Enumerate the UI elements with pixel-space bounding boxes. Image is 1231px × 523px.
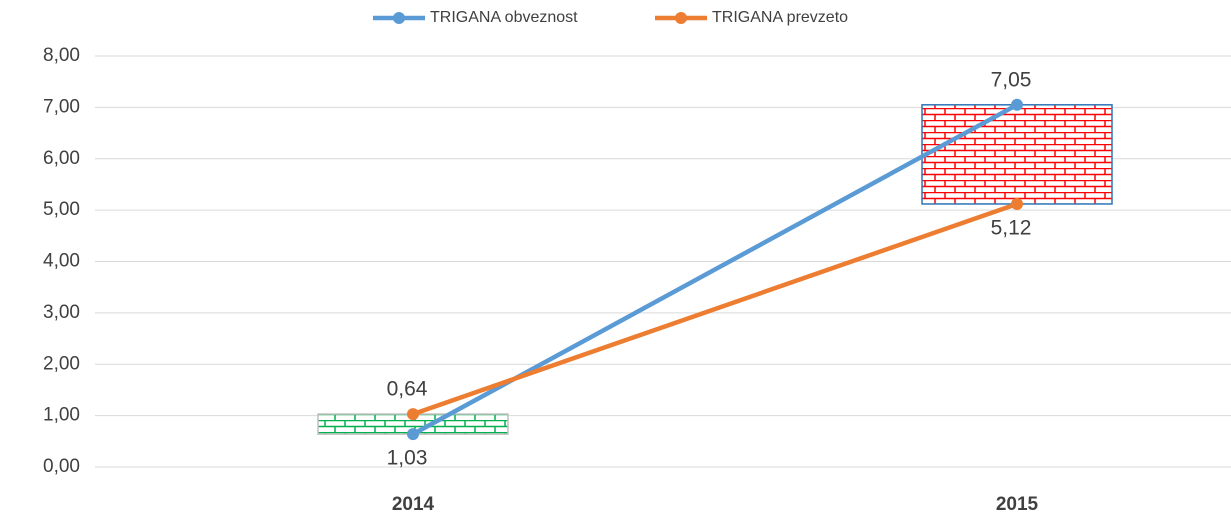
legend-label: TRIGANA obveznost <box>430 9 578 26</box>
down-bar <box>921 104 1113 205</box>
legend-label: TRIGANA prevzeto <box>712 9 848 26</box>
data-label: 7,05 <box>991 68 1032 91</box>
legend-marker <box>675 12 687 24</box>
x-tick-label: 2014 <box>392 494 435 515</box>
data-label: 0,64 <box>387 378 428 401</box>
y-tick-label: 4,00 <box>43 251 80 272</box>
y-tick-label: 5,00 <box>43 199 80 220</box>
legend-marker <box>393 12 405 24</box>
point <box>1011 98 1023 111</box>
point <box>407 408 419 421</box>
series-line <box>412 201 1018 417</box>
data-label: 1,03 <box>387 447 428 470</box>
y-tick-label: 0,00 <box>43 456 80 477</box>
data-label: 5,12 <box>991 217 1032 240</box>
x-tick-label: 2015 <box>996 494 1039 515</box>
point <box>1011 197 1023 210</box>
y-tick-label: 7,00 <box>43 96 80 117</box>
y-tick-label: 2,00 <box>43 353 80 374</box>
y-tick-label: 1,00 <box>43 405 80 426</box>
y-tick-label: 8,00 <box>43 45 80 66</box>
y-tick-label: 6,00 <box>43 148 80 169</box>
point <box>407 428 419 441</box>
y-tick-label: 3,00 <box>43 302 80 323</box>
